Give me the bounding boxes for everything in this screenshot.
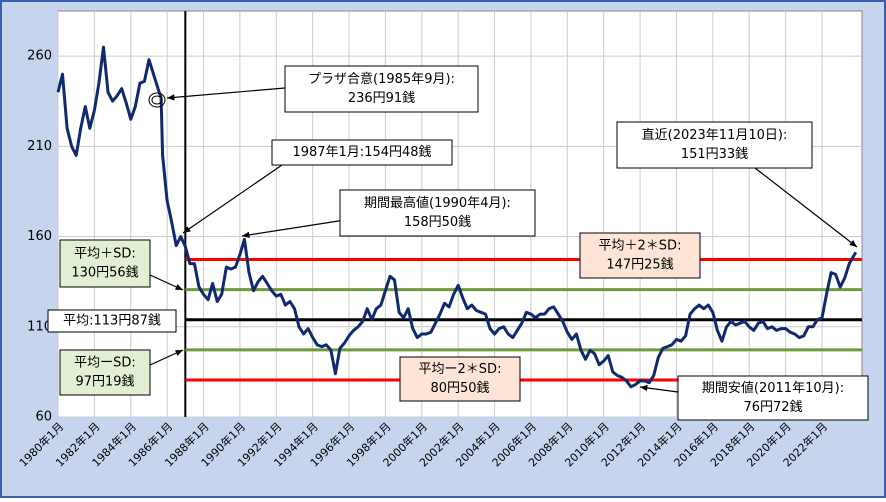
annotation-text: 直近(2023年11月10日): <box>642 128 788 143</box>
annotation-box <box>616 121 813 169</box>
annotation-text: 平均:113円87銭 <box>63 314 161 329</box>
annotation-text: 76円72銭 <box>743 400 802 415</box>
annotation-box <box>399 356 521 402</box>
marker <box>151 95 163 105</box>
y-tick-label: 160 <box>27 229 52 244</box>
annotation-text: 期間安値(2011年10月): <box>702 380 844 396</box>
annotation-text: 80円50銭 <box>430 381 489 396</box>
annotation-box <box>59 349 151 396</box>
arrow-head <box>849 240 857 247</box>
price-line <box>56 45 858 389</box>
annotation-text: 平均ーSD: <box>74 356 136 371</box>
annotation-text: 1987年1月:154円48銭 <box>292 145 431 160</box>
annotation-box <box>59 239 151 288</box>
annotation-text: 平均ー2＊SD: <box>419 362 502 377</box>
annotation-text: 147円25銭 <box>606 258 673 273</box>
annotation-box <box>579 232 701 279</box>
arrow-head <box>175 284 183 290</box>
annotation-text: 236円91銭 <box>348 91 415 106</box>
arrow-head <box>175 350 183 356</box>
annotation-box <box>271 139 453 166</box>
annotation-box <box>47 309 177 333</box>
annotation-arrow <box>166 87 286 99</box>
annotation-text: 平均＋2＊SD: <box>599 239 682 254</box>
arrow-head <box>167 94 175 101</box>
annotation-arrow <box>182 164 283 234</box>
annotation-text: 130円56銭 <box>71 266 138 281</box>
annotation-text: プラザ合意(1985年9月): <box>308 71 455 87</box>
y-tick-label: 210 <box>27 139 52 154</box>
annotation-box <box>339 189 536 237</box>
y-tick-label: 60 <box>35 410 52 425</box>
annotation-arrow <box>241 219 346 237</box>
arrow-head <box>640 384 648 392</box>
annotation-arrow <box>754 167 858 248</box>
annotation-box <box>677 375 869 421</box>
annotation-text: 151円33銭 <box>681 147 748 162</box>
arrow-head <box>242 231 250 238</box>
y-tick-label: 260 <box>27 49 52 64</box>
y-tick-label: 110 <box>27 319 52 334</box>
annotation-box <box>284 65 479 113</box>
marker <box>148 92 166 108</box>
annotation-text: 期間最高値(1990年4月): <box>364 195 511 211</box>
annotation-text: 平均＋SD: <box>74 247 136 262</box>
annotation-text: 158円50銭 <box>404 215 471 230</box>
annotation-text: 97円19銭 <box>75 375 134 390</box>
arrow-head <box>183 226 191 233</box>
